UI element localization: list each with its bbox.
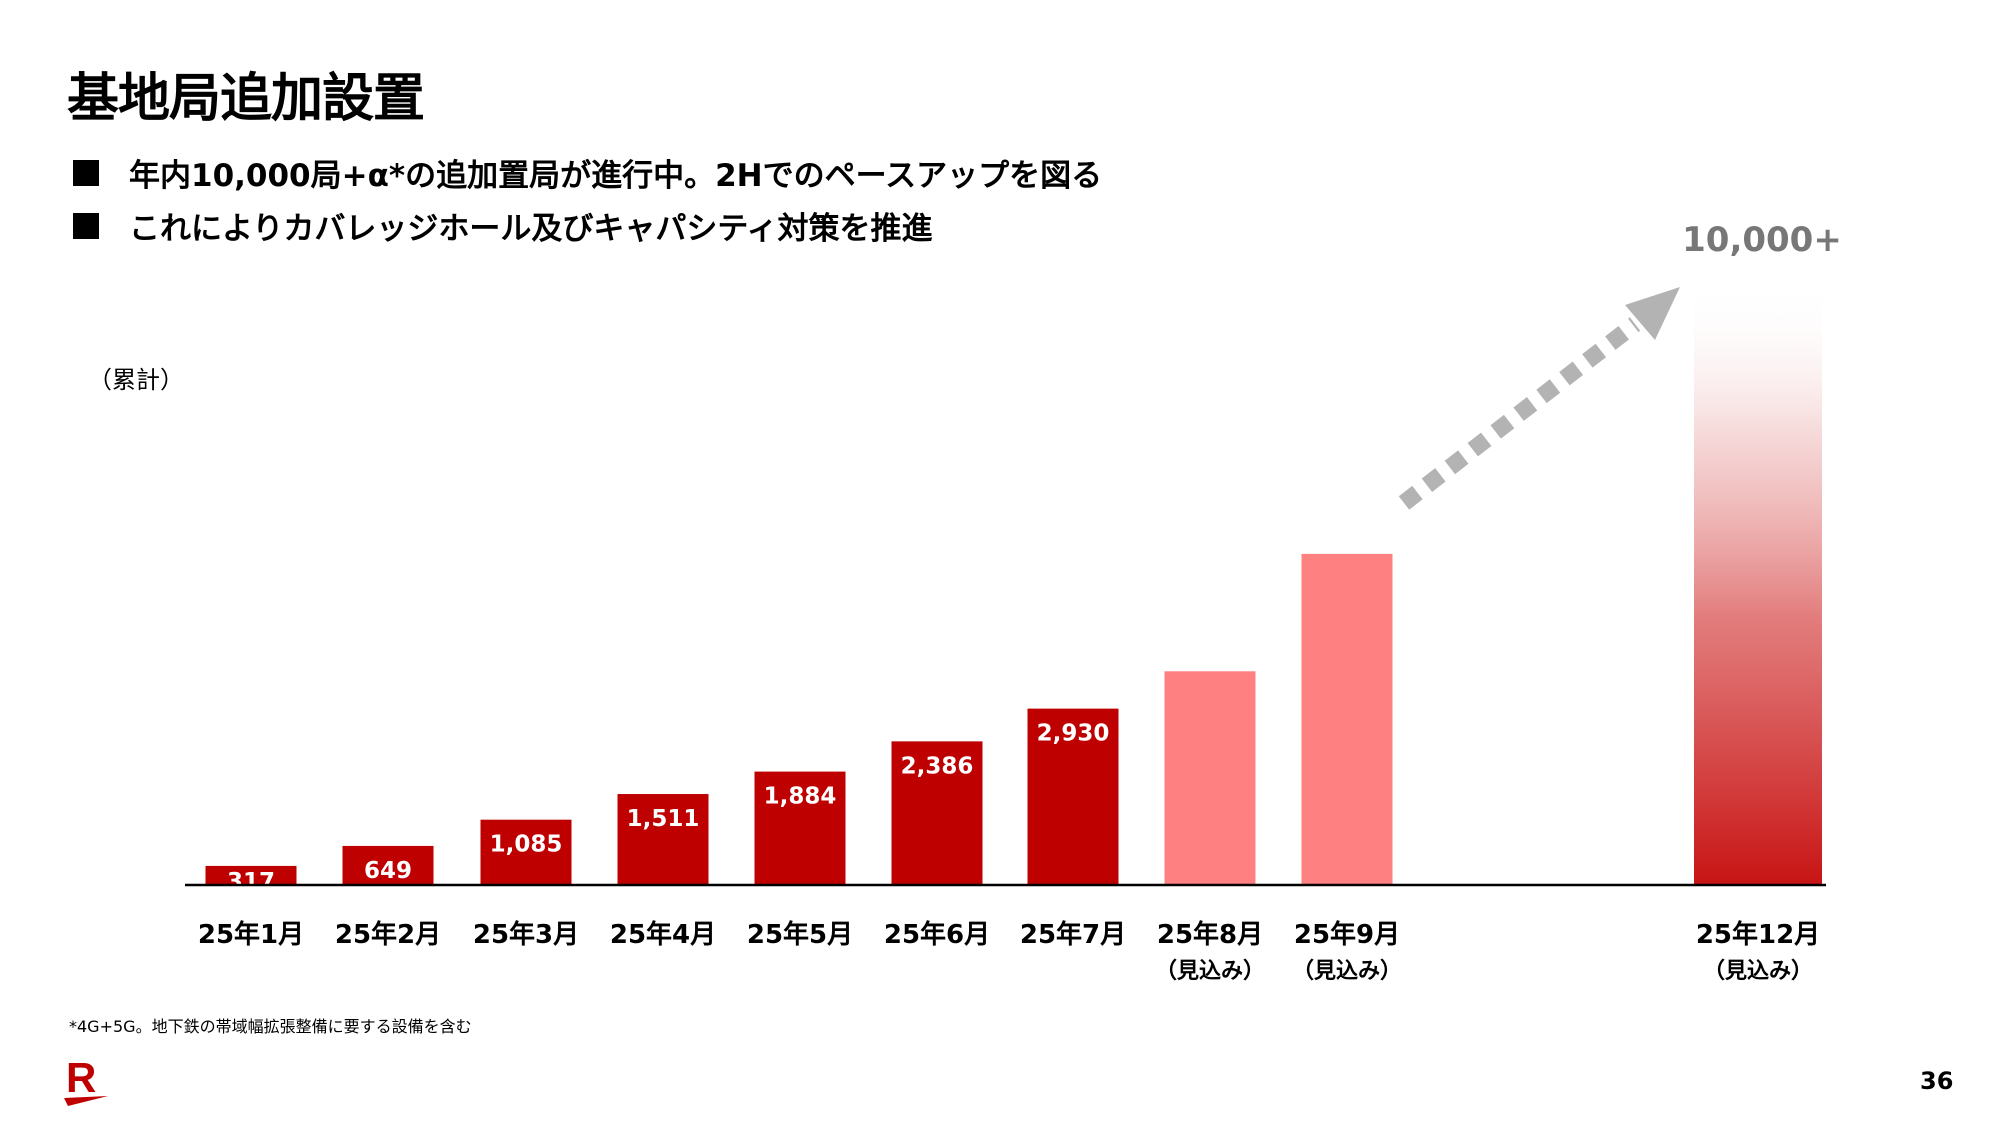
x-tick-label: 25年2月 — [335, 919, 441, 950]
x-tick-label: 25年6月 — [884, 919, 990, 950]
bar-7 — [1164, 671, 1256, 885]
bar-3 — [617, 794, 709, 885]
x-tick-label: 25年12月 — [1696, 919, 1820, 950]
bar-2 — [480, 819, 572, 885]
x-tick-label: 25年8月 — [1157, 919, 1263, 950]
rakuten-logo: R — [64, 1054, 110, 1110]
bullet-square-icon — [73, 212, 99, 239]
page-title: 基地局追加設置 — [67, 69, 425, 129]
bullet-text: 年内10,000局+α*の追加置局が進行中。2Hでのペースアップを図る — [129, 158, 1103, 194]
bullet-text: これによりカバレッジホール及びキャパシティ対策を推進 — [129, 211, 933, 247]
data-label: 1,085 — [490, 832, 563, 858]
x-tick-label: 25年7月 — [1020, 919, 1126, 950]
footnote: *4G+5G。地下鉄の帯域幅拡張整備に要する設備を含む — [69, 1017, 472, 1036]
data-label: 2,930 — [1037, 721, 1110, 747]
unit-label: （累計） — [88, 366, 184, 394]
x-tick-label: 25年1月 — [198, 919, 304, 950]
data-label: 649 — [364, 858, 412, 884]
x-tick-sublabel: （見込み） — [1155, 959, 1265, 984]
bar-6 — [1027, 708, 1119, 885]
x-tick-label: 25年5月 — [747, 919, 853, 950]
data-label: 1,884 — [764, 784, 837, 810]
page-number: 36 — [1920, 1067, 1954, 1095]
bar-5 — [891, 741, 983, 885]
bar-9 — [1694, 283, 1822, 885]
data-label: 2,386 — [901, 753, 974, 779]
x-tick-label: 25年3月 — [473, 919, 579, 950]
bar-4 — [754, 771, 846, 885]
svg-text:R: R — [66, 1056, 96, 1101]
bullet-square-icon — [73, 159, 99, 186]
bullet-item: 年内10,000局+α*の追加置局が進行中。2Hでのペースアップを図る — [73, 150, 1102, 195]
trend-arrow-icon — [1398, 287, 1680, 510]
bar-1 — [342, 845, 434, 885]
bar-8 — [1301, 553, 1393, 885]
data-label: 317 — [227, 869, 275, 895]
bullet-item: これによりカバレッジホール及びキャパシティ対策を推進 — [73, 203, 933, 248]
data-label: 1,511 — [627, 806, 700, 832]
x-tick-sublabel: （見込み） — [1703, 959, 1813, 984]
x-tick-label: 25年9月 — [1294, 919, 1400, 950]
bar-0 — [205, 865, 297, 885]
data-label: 10,000+ — [1682, 220, 1842, 260]
x-tick-label: 25年4月 — [610, 919, 716, 950]
x-tick-sublabel: （見込み） — [1292, 959, 1402, 984]
